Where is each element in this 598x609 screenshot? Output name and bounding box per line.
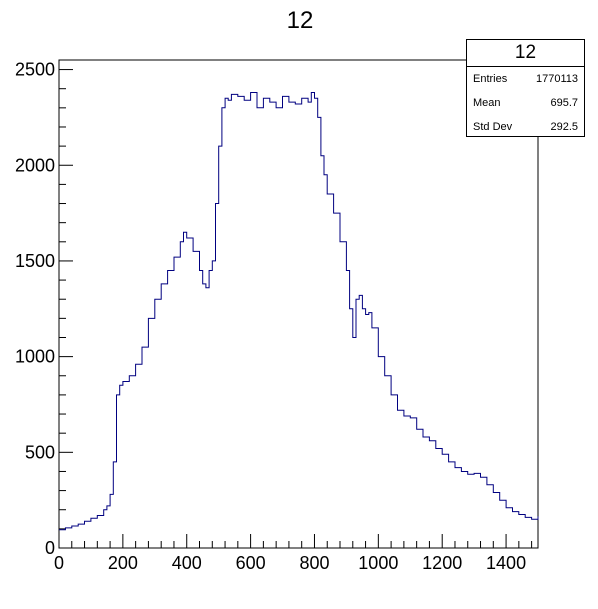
y-tick-label: 2500 [15, 60, 55, 80]
x-tick-label: 800 [299, 553, 329, 573]
x-tick-label: 200 [108, 553, 138, 573]
stats-box: 12 Entries 1770113 Mean 695.7 Std Dev 29… [466, 39, 585, 137]
y-tick-label: 1000 [15, 347, 55, 367]
stats-label-mean: Mean [473, 97, 501, 109]
stats-box-title: 12 [467, 40, 584, 67]
stats-value-stddev: 292.5 [550, 121, 578, 133]
stats-label-stddev: Std Dev [473, 121, 513, 133]
stats-value-mean: 695.7 [550, 97, 578, 109]
x-tick-label: 600 [236, 553, 266, 573]
y-tick-label: 0 [45, 538, 55, 558]
y-tick-label: 2000 [15, 155, 55, 175]
stats-value-entries: 1770113 [535, 73, 578, 85]
stats-row-stddev: Std Dev 292.5 [467, 115, 584, 139]
x-tick-label: 1000 [358, 553, 398, 573]
x-tick-label: 0 [54, 553, 64, 573]
y-tick-label: 1500 [15, 251, 55, 271]
plot-area: 0 200 400 600 800 1000 1200 1400 0 500 1000 1500 200… [15, 59, 539, 573]
y-tick-label: 500 [25, 442, 55, 462]
x-tick-label: 1200 [422, 553, 462, 573]
stats-row-mean: Mean 695.7 [467, 91, 584, 115]
chart-title: 12 [287, 7, 314, 34]
plot-frame [58, 59, 539, 549]
x-tick-label: 400 [172, 553, 202, 573]
stats-label-entries: Entries [473, 73, 508, 85]
histogram-series-line [59, 92, 539, 531]
stats-row-entries: Entries 1770113 [467, 67, 584, 91]
x-tick-label: 1400 [486, 553, 526, 573]
